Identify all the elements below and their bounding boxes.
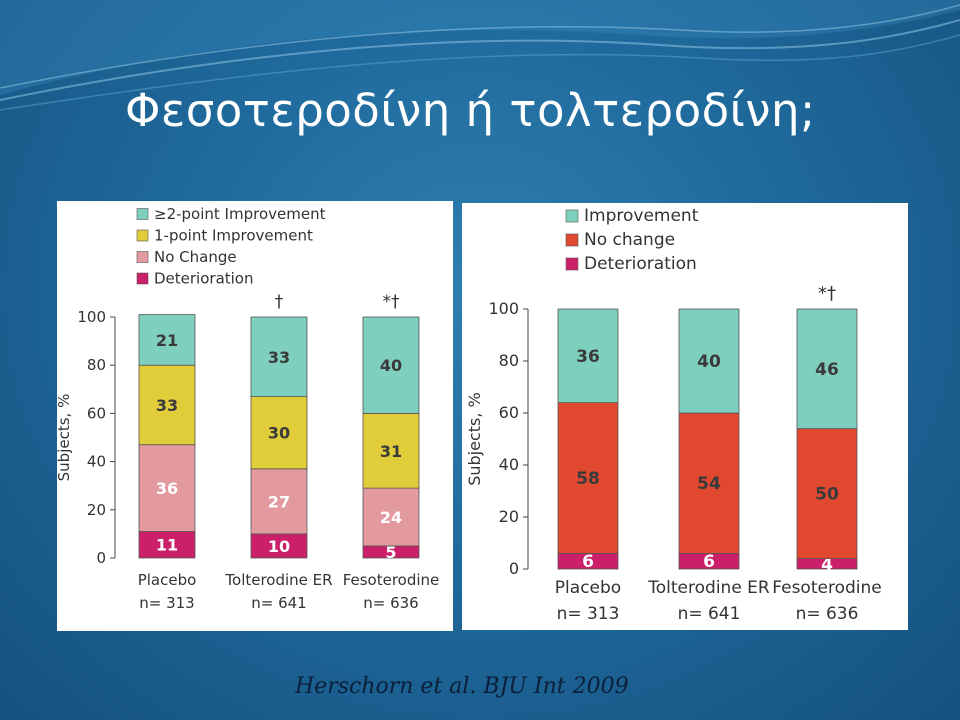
data-label: 54	[697, 474, 721, 494]
data-label: 58	[576, 469, 600, 489]
bar-segment	[557, 402, 619, 554]
y-tick-label: 80	[87, 356, 106, 374]
y-tick-label: 100	[77, 308, 106, 326]
bar-segment	[678, 308, 740, 414]
y-tick-label: 40	[499, 455, 519, 474]
bar-segment	[362, 316, 420, 414]
significance-marker: *†	[818, 283, 836, 304]
category-label: Tolterodine ER	[224, 571, 332, 589]
data-label: 11	[156, 536, 178, 555]
y-tick-label: 60	[499, 403, 519, 422]
data-label: 5	[385, 543, 396, 562]
data-label: 6	[582, 552, 594, 572]
y-tick-label: 0	[509, 559, 519, 578]
chart-panel-severity: ≥2-point Improvement 1-point Improvement N…	[57, 201, 453, 631]
y-axis-label: Subjects, %	[57, 394, 73, 482]
data-label: 24	[380, 508, 402, 527]
category-n-label: n= 313	[139, 594, 194, 612]
legend-swatch	[565, 257, 579, 271]
data-label: 10	[268, 537, 290, 556]
y-tick-label: 20	[499, 507, 519, 526]
legend-label: 1-point Improvement	[154, 227, 313, 245]
bar-segment	[138, 444, 196, 532]
significance-marker: †	[275, 292, 284, 312]
legend-label: Deterioration	[154, 270, 254, 288]
category-n-label: n= 636	[363, 594, 418, 612]
decorative-waves	[0, 0, 960, 111]
legend-label: ≥2-point Improvement	[154, 205, 326, 223]
bar-segment	[796, 428, 858, 560]
data-label: 33	[156, 396, 178, 415]
data-label: 30	[268, 424, 290, 443]
y-tick-label: 40	[87, 453, 106, 471]
data-label: 40	[380, 356, 402, 375]
category-n-label: n= 313	[557, 604, 620, 624]
bar-segment	[250, 468, 308, 535]
legend-label: Improvement	[584, 206, 699, 226]
legend-swatch	[136, 208, 149, 220]
significance-marker: *†	[383, 292, 401, 312]
bar-segment	[138, 314, 196, 366]
category-label: Fesoterodine	[772, 578, 881, 598]
category-label: Placebo	[555, 578, 621, 598]
legend-swatch	[136, 229, 149, 242]
data-label: 27	[268, 492, 290, 511]
data-label: 50	[815, 485, 839, 505]
bar-segment	[678, 412, 740, 554]
stacked-bar-chart-improvement: Improvement No change Deterioration 0 20 40 60…	[465, 206, 882, 624]
bar-segment	[250, 316, 308, 397]
bar-segment	[362, 412, 420, 489]
bar-segment	[557, 308, 619, 403]
legend-label: No change	[584, 230, 675, 250]
data-label: 46	[815, 360, 839, 380]
category-n-label: n= 641	[251, 594, 306, 612]
stacked-bar-chart-severity: ≥2-point Improvement 1-point Improvement N…	[57, 205, 440, 612]
category-label: Tolterodine ER	[647, 578, 770, 598]
legend-swatch	[565, 209, 579, 223]
category-n-label: n= 641	[678, 604, 741, 624]
data-label: 21	[156, 331, 178, 350]
category-n-label: n= 636	[796, 604, 859, 624]
slide-title: Φεσοτεροδίνη ή τολτεροδίνη;	[125, 84, 816, 137]
citation: Herschorn et al. BJU Int 2009	[295, 674, 629, 699]
legend-swatch	[136, 272, 149, 285]
data-label: 33	[268, 348, 290, 367]
bar-segment	[250, 396, 308, 470]
data-label: 40	[697, 352, 721, 372]
category-label: Placebo	[138, 571, 197, 589]
legend-label: No Change	[154, 248, 237, 266]
y-tick-label: 100	[488, 299, 519, 318]
data-label: 36	[576, 347, 600, 367]
legend-swatch	[136, 251, 149, 263]
category-label: Fesoterodine	[343, 571, 440, 589]
bar-segment	[362, 487, 420, 547]
bar-segment	[250, 533, 308, 559]
chart-panel-improvement: Improvement No change Deterioration 0 20 40 60…	[462, 203, 908, 630]
bar-segment	[138, 531, 196, 559]
y-tick-label: 20	[87, 501, 106, 519]
data-label: 36	[156, 479, 178, 498]
data-label: 31	[380, 442, 402, 461]
y-axis-label: Subjects, %	[465, 392, 484, 486]
data-label: 4	[821, 555, 833, 575]
legend-swatch	[565, 233, 579, 247]
y-tick-label: 0	[96, 549, 106, 567]
y-tick-label: 60	[87, 404, 106, 422]
bar-segment	[138, 364, 196, 446]
data-label: 6	[703, 552, 715, 572]
bar-segment	[796, 308, 858, 429]
legend-label: Deterioration	[584, 254, 697, 274]
y-tick-label: 80	[499, 351, 519, 370]
